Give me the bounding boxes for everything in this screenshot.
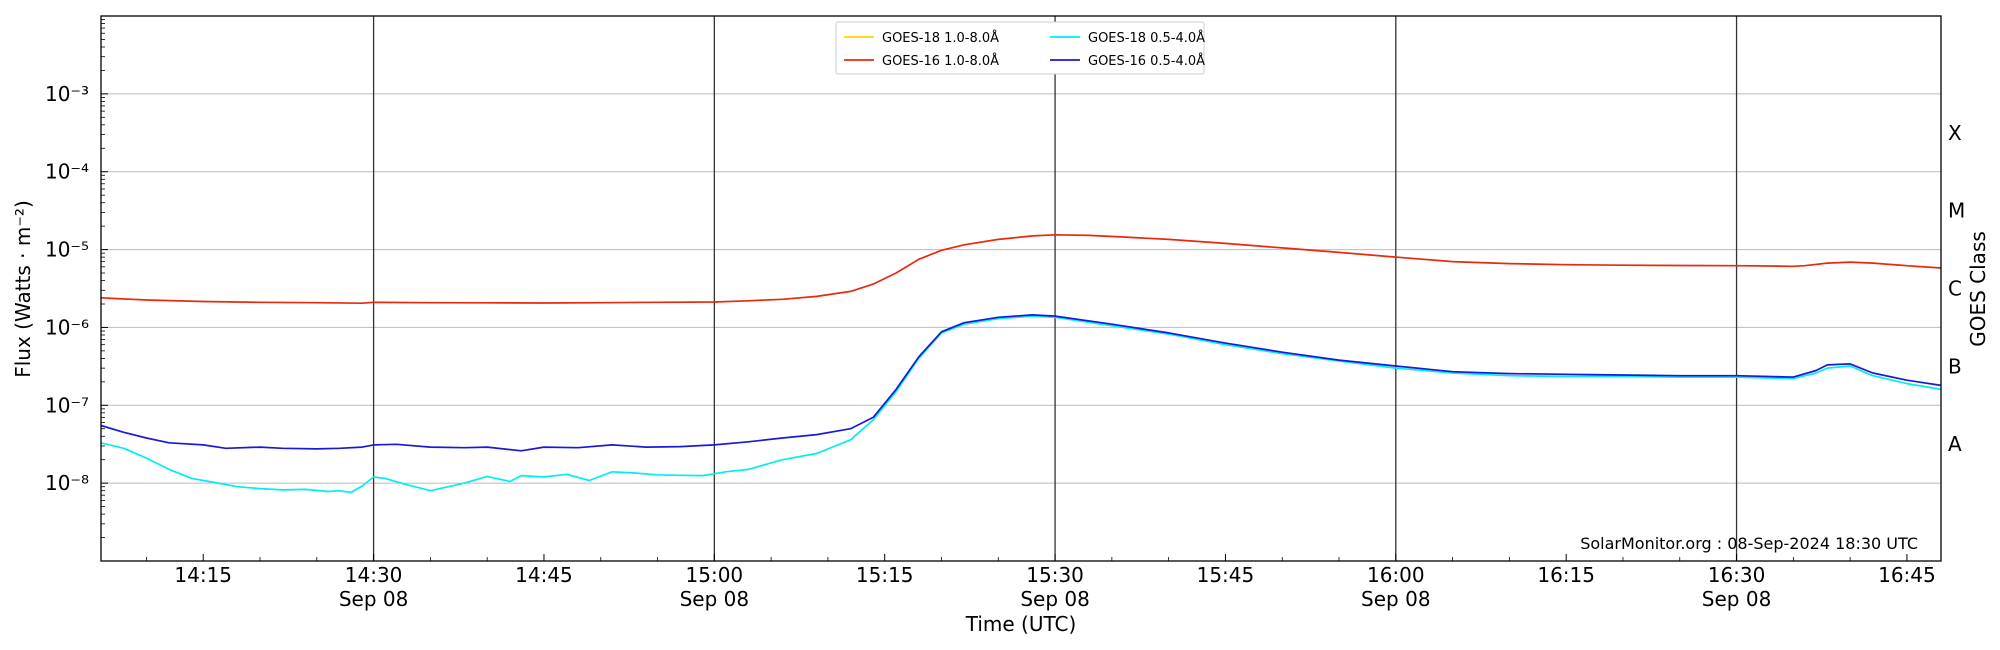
x-tick-label: 15:00 <box>686 563 744 587</box>
x-tick-label: 15:30 <box>1026 563 1084 587</box>
y-tick-label: 10⁻³ <box>45 82 89 106</box>
goes-class-label: M <box>1948 199 1965 223</box>
x-tick-label: 16:45 <box>1878 563 1936 587</box>
x-tick-label: 15:15 <box>856 563 914 587</box>
x-tick-date-label: Sep 08 <box>1361 587 1431 611</box>
x-tick-label: 14:30 <box>345 563 403 587</box>
x-tick-date-label: Sep 08 <box>339 587 409 611</box>
legend-label: GOES-18 1.0-8.0Å <box>882 30 999 46</box>
x-tick-date-label: Sep 08 <box>1702 587 1772 611</box>
legend-box <box>835 21 1205 75</box>
x-tick-date-label: Sep 08 <box>680 587 750 611</box>
y-tick-label: 10⁻⁸ <box>45 471 89 495</box>
x-axis-title: Time (UTC) <box>965 612 1077 636</box>
y-axis-title: Flux (Watts · m⁻²) <box>11 200 35 378</box>
goes-class-label: X <box>1948 121 1962 145</box>
grid <box>101 93 1941 484</box>
x-tick-date-label: Sep 08 <box>1020 587 1090 611</box>
y-tick-label: 10⁻⁴ <box>45 160 89 184</box>
y-tick-label: 10⁻⁷ <box>45 393 89 417</box>
goes-class-label: B <box>1948 354 1962 378</box>
series-line-goes-18-0-5-4-0 <box>100 315 1942 494</box>
series-lines <box>100 233 1942 494</box>
x-tick-label: 15:45 <box>1197 563 1255 587</box>
y-tick-label: 10⁻⁵ <box>45 238 89 262</box>
legend: GOES-18 1.0-8.0Å GOES-16 1.0-8.0Å GOES-18 … <box>835 21 1205 75</box>
x-tick-label: 16:15 <box>1537 563 1595 587</box>
goes-class-label: A <box>1948 432 1962 456</box>
y-axis-right-title: GOES Class <box>1966 231 1990 347</box>
plot-frame <box>100 15 1942 562</box>
legend-label: GOES-16 1.0-8.0Å <box>882 53 999 69</box>
x-tick-label: 16:00 <box>1367 563 1425 587</box>
legend-label: GOES-16 0.5-4.0Å <box>1088 53 1205 69</box>
series-line-goes-16-1-0-8-0 <box>100 233 1942 305</box>
x-tick-label: 14:45 <box>515 563 573 587</box>
legend-label: GOES-18 0.5-4.0Å <box>1088 30 1205 46</box>
goes-class-label: C <box>1948 277 1962 301</box>
day-marker-lines <box>372 16 1738 561</box>
footer-credit: SolarMonitor.org : 08-Sep-2024 18:30 UTC <box>1580 534 1918 553</box>
y-tick-label: 10⁻⁶ <box>45 315 89 339</box>
series-line-goes-16-0-5-4-0 <box>100 314 1942 452</box>
x-tick-label: 14:15 <box>174 563 232 587</box>
x-tick-label: 16:30 <box>1708 563 1766 587</box>
